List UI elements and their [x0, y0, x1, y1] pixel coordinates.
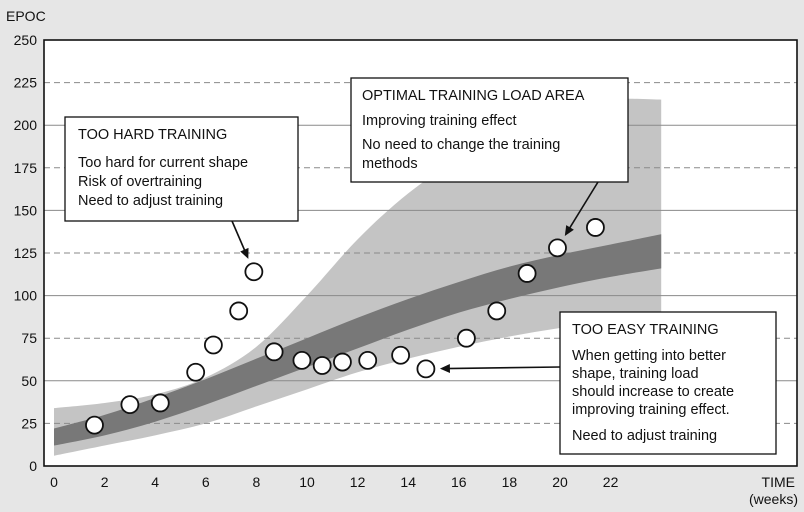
data-point — [487, 301, 507, 321]
y-tick-label: 250 — [14, 32, 38, 48]
x-tick-label: 4 — [151, 474, 159, 490]
y-tick-label: 75 — [21, 330, 37, 346]
annotation-too-easy-line: improving training effect. — [572, 402, 730, 418]
data-point — [586, 218, 605, 237]
y-axis-title: EPOC — [6, 8, 46, 24]
improving-area-layer — [54, 98, 662, 456]
y-tick-label: 25 — [21, 415, 37, 431]
x-tick-label: 6 — [202, 474, 210, 490]
annotation-too-easy-line: should increase to create — [572, 384, 734, 400]
tick-labels: 0 25 50 75 100 125 150 175 200 225 250 0 2 4 6 8 10 12 14 1… — [14, 32, 619, 490]
data-point — [456, 328, 476, 348]
annotation-too-hard-line: Too hard for current shape — [78, 155, 248, 171]
annotation-optimal: OPTIMAL TRAINING LOAD AREA Improving tra… — [350, 77, 629, 183]
y-tick-label: 125 — [14, 245, 38, 261]
data-point — [85, 415, 104, 435]
annotation-too-easy-box — [559, 311, 777, 455]
arrow-optimal-shaft — [567, 181, 599, 232]
y-tick-label: 225 — [14, 75, 38, 91]
data-point — [416, 359, 436, 379]
x-tick-label: 8 — [253, 474, 261, 490]
x-axis-unit: (weeks) — [749, 491, 798, 507]
annotation-too-hard-box — [64, 116, 299, 222]
arrow-optimal-head — [564, 225, 574, 236]
annotation-too-hard-title: TOO HARD TRAINING — [78, 127, 227, 143]
data-point — [391, 345, 411, 365]
arrow-too-hard-shaft — [231, 220, 247, 254]
x-tick-label: 20 — [552, 474, 568, 490]
annotation-optimal-line: Improving training effect — [362, 113, 516, 129]
annotation-optimal-line: methods — [362, 156, 418, 172]
data-point — [517, 264, 537, 283]
arrow-too-easy-shaft — [445, 366, 561, 370]
y-tick-label: 100 — [14, 288, 38, 304]
annotation-too-hard-line: Need to adjust training — [78, 193, 223, 209]
y-tick-label: 150 — [14, 202, 38, 218]
arrow-too-hard-head — [240, 247, 249, 259]
annotation-optimal-title: OPTIMAL TRAINING LOAD AREA — [362, 88, 585, 104]
data-point — [333, 352, 352, 372]
annotation-too-easy-title: TOO EASY TRAINING — [572, 322, 719, 338]
annotation-optimal-box — [350, 77, 629, 183]
data-point — [244, 262, 264, 282]
y-tick-label: 200 — [14, 117, 38, 133]
data-point — [292, 350, 312, 370]
arrow-too-easy-head — [439, 364, 450, 374]
y-tick-label: 175 — [14, 160, 38, 176]
data-point — [229, 301, 249, 321]
data-point — [548, 238, 567, 258]
improving-area — [54, 98, 662, 456]
annotation-too-hard: TOO HARD TRAINING Too hard for current s… — [64, 116, 299, 222]
y-tick-label: 50 — [21, 373, 37, 389]
x-tick-label: 22 — [603, 474, 619, 490]
annotation-too-easy: TOO EASY TRAINING When getting into bett… — [559, 311, 777, 455]
data-point — [150, 393, 170, 413]
plot-frame — [43, 39, 798, 467]
data-point — [120, 395, 140, 415]
annotation-arrows — [231, 181, 599, 374]
optimal-band — [54, 234, 662, 446]
annotation-too-easy-line: shape, training load — [572, 366, 699, 382]
annotation-too-easy-line: When getting into better — [572, 348, 726, 364]
x-tick-label: 12 — [350, 474, 366, 490]
x-tick-label: 18 — [502, 474, 518, 490]
data-point — [358, 350, 378, 370]
data-point — [312, 356, 332, 375]
data-point — [264, 342, 284, 362]
y-tick-label: 0 — [29, 458, 37, 474]
x-tick-label: 16 — [451, 474, 467, 490]
x-tick-label: 10 — [299, 474, 315, 490]
data-point — [203, 335, 223, 355]
annotation-optimal-line: No need to change the training — [362, 137, 560, 153]
optimal-band-layer — [54, 234, 662, 446]
x-axis-title: TIME — [762, 474, 795, 490]
data-points — [85, 218, 605, 435]
annotation-too-easy-line: Need to adjust training — [572, 428, 717, 444]
x-tick-label: 2 — [101, 474, 109, 490]
data-point — [186, 362, 206, 382]
x-tick-label: 14 — [400, 474, 416, 490]
annotation-too-hard-line: Risk of overtraining — [78, 174, 202, 190]
x-tick-label: 0 — [50, 474, 58, 490]
